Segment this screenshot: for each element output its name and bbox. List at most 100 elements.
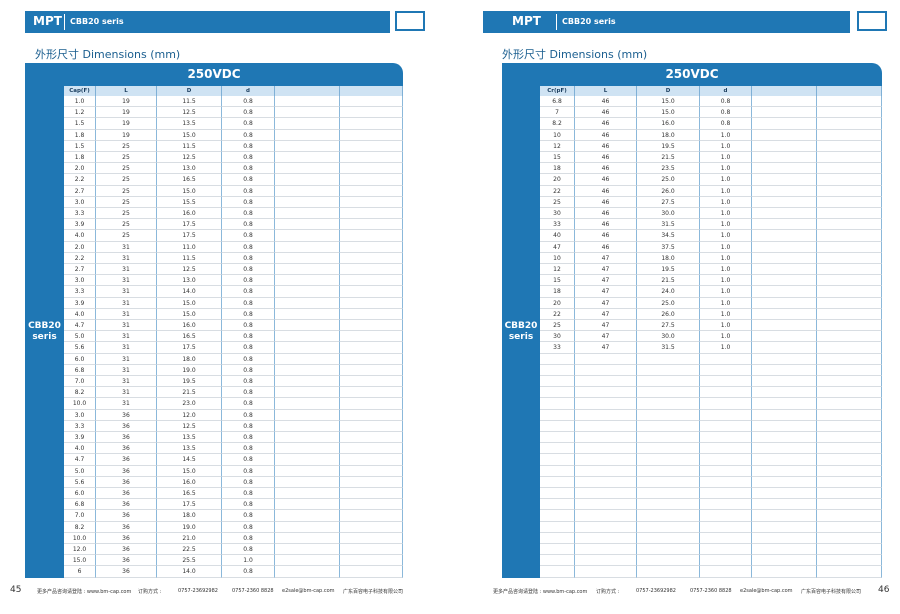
table-cell [700,353,752,365]
table-cell: 18.0 [637,129,700,141]
table-cell: 15 [540,275,575,287]
table-cell [637,465,700,477]
table-cell [275,555,340,567]
table-cell [275,409,340,421]
table-cell: 1.0 [700,275,752,287]
table-cell [817,409,882,421]
table-cell: 2.2 [64,252,96,264]
table-cell [340,208,403,220]
table-cell: 36 [96,443,157,455]
table-cell: 46 [575,152,637,164]
table-cell: 1.5 [64,140,96,152]
table-cell [275,521,340,533]
table-cell [340,297,403,309]
table-cell: 40 [540,230,575,242]
table-cell [817,264,882,276]
table-cell [275,488,340,500]
table-cell [817,476,882,488]
table-cell: 1.0 [700,196,752,208]
table-cell: 4.0 [64,230,96,242]
table-cell [752,398,817,410]
table-cell: 36 [96,499,157,511]
table-cell: 21.5 [157,387,222,399]
table-cell: 0.8 [222,163,275,175]
table-cell: 6.0 [64,488,96,500]
table-cell [817,443,882,455]
table-cell [752,521,817,533]
column-header: d [222,86,275,96]
table-cell: 47 [540,241,575,253]
table-cell: 46 [575,129,637,141]
table-cell: 30.0 [637,208,700,220]
column-header [752,86,817,96]
table-cell: 15.0 [64,555,96,567]
table-cell [700,432,752,444]
table-cell: 0.8 [222,129,275,141]
table-cell: 31 [96,252,157,264]
table-cell: 2.7 [64,264,96,276]
table-cell: 6.8 [64,499,96,511]
table-cell: 19 [96,129,157,141]
table-cell: 46 [575,140,637,152]
table-cell: 12.0 [64,544,96,556]
table-cell: 25 [96,208,157,220]
table-cell: 26.0 [637,308,700,320]
table-cell [700,488,752,500]
table-cell: 47 [575,252,637,264]
table-cell: 46 [575,219,637,231]
table-cell [700,409,752,421]
table-cell [817,532,882,544]
table-cell [817,208,882,220]
table-cell [575,488,637,500]
table-cell: 5.0 [64,331,96,343]
table-cell: 0.8 [222,443,275,455]
table-cell: 12.0 [157,409,222,421]
table-cell [817,499,882,511]
table-cell: 22 [540,308,575,320]
table-cell: 46 [575,208,637,220]
table-cell [575,454,637,466]
table-cell [340,107,403,119]
table-cell: 0.8 [222,376,275,388]
table-cell: 15 [540,152,575,164]
table-cell [275,420,340,432]
table-cell [340,331,403,343]
table-cell: 17.5 [157,499,222,511]
table-cell [275,219,340,231]
table-cell [817,555,882,567]
table-cell: 0.8 [222,308,275,320]
table-cell [752,342,817,354]
table-cell: 19.0 [157,364,222,376]
table-cell: 46 [575,96,637,108]
table-cell [752,566,817,578]
table-cell: 1.0 [700,286,752,298]
table-cell: 47 [575,308,637,320]
side-label: CBB20 seris [502,86,540,578]
table-cell [752,241,817,253]
table-cell [275,499,340,511]
table-cell [752,555,817,567]
table-cell: 10 [540,252,575,264]
table-cell [637,398,700,410]
table-cell: 16.5 [157,331,222,343]
table-cell: 18.0 [157,353,222,365]
table-cell [817,140,882,152]
table-cell: 1.0 [700,129,752,141]
table-cell: 0.8 [222,152,275,164]
table-cell [275,275,340,287]
table-cell: 0.8 [222,286,275,298]
table-cell: 20 [540,297,575,309]
table-cell: 11.5 [157,140,222,152]
table-cell [575,566,637,578]
table-cell: 0.8 [222,398,275,410]
table-cell [817,342,882,354]
column-header: L [96,86,157,96]
table-cell: 25.0 [637,174,700,186]
table-cell: 31 [96,353,157,365]
table-cell: 15.0 [157,308,222,320]
table-cell [275,129,340,141]
table-cell: 7.0 [64,376,96,388]
table-cell: 31 [96,241,157,253]
table-cell [752,353,817,365]
